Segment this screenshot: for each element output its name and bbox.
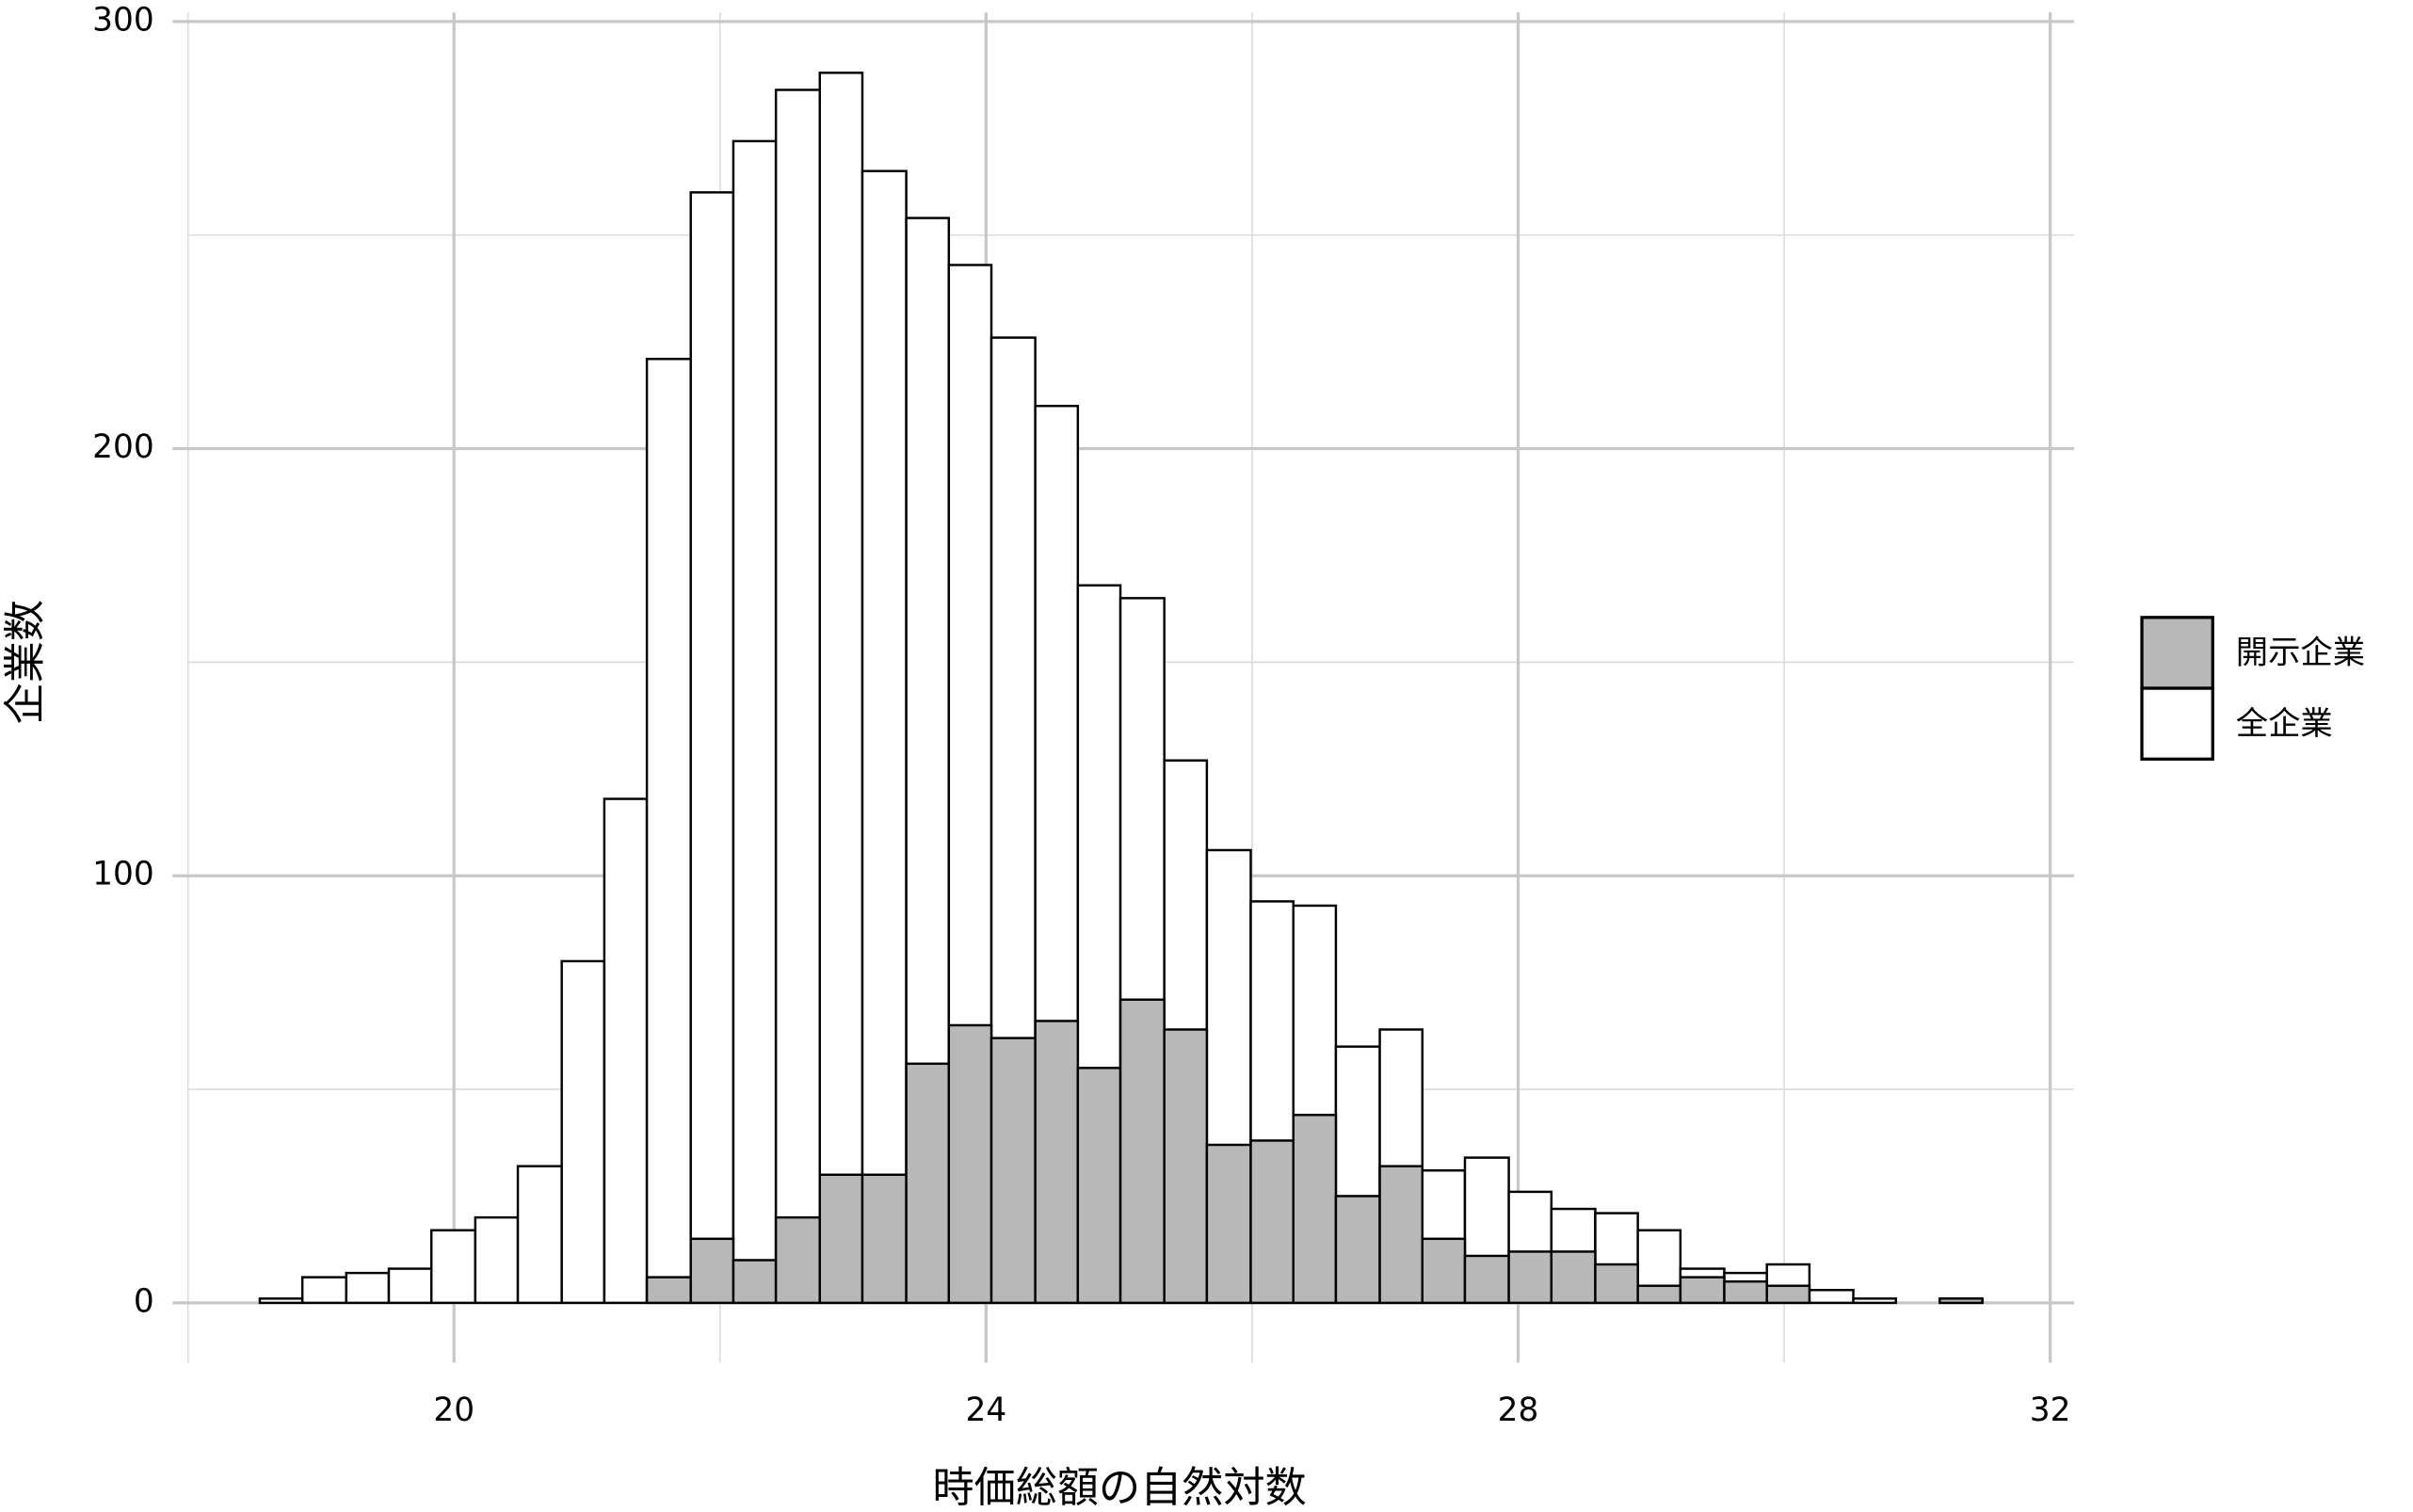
bar (1378, 1165, 1424, 1305)
bar (645, 358, 692, 1305)
bar (689, 191, 735, 1305)
bar (947, 1023, 993, 1305)
y-tick-label: 300 (92, 1, 154, 39)
bar (861, 1173, 908, 1305)
legend-swatch (2140, 686, 2214, 761)
bar (1938, 1297, 1984, 1305)
x-tick-label: 28 (1498, 1391, 1539, 1429)
bar (818, 1173, 864, 1305)
bar (1292, 1114, 1338, 1305)
bar (1034, 1020, 1080, 1305)
bar (1463, 1254, 1510, 1305)
bar (689, 1237, 735, 1305)
bar (1076, 1067, 1122, 1305)
bar (516, 1165, 563, 1305)
bar (1334, 1195, 1381, 1305)
bar (258, 1297, 304, 1305)
x-tick-label: 32 (2030, 1391, 2071, 1429)
bar (1636, 1284, 1682, 1305)
bar (732, 139, 778, 1305)
bar (818, 72, 864, 1305)
x-axis-title: 時価総額の自然対数 (932, 1464, 1306, 1512)
bar (989, 1037, 1037, 1305)
bar (645, 1276, 692, 1305)
legend-label: 開示企業 (2236, 635, 2365, 672)
legend-swatch (2140, 616, 2214, 690)
bar (300, 1276, 348, 1305)
bar (429, 1229, 477, 1305)
y-tick-label: 200 (92, 428, 154, 466)
bar (1594, 1263, 1639, 1305)
bar (1163, 1028, 1209, 1305)
bar (387, 1267, 433, 1305)
bar (1249, 1139, 1295, 1305)
y-tick-label: 0 (134, 1282, 154, 1320)
bar (1118, 998, 1166, 1305)
bar (1808, 1289, 1855, 1305)
legend-label: 全企業 (2236, 705, 2333, 743)
bar (474, 1215, 520, 1305)
x-tick-label: 24 (966, 1391, 1007, 1429)
bar (345, 1271, 391, 1305)
x-tick-label: 20 (433, 1391, 475, 1429)
bar (1723, 1279, 1768, 1305)
bar (1852, 1297, 1897, 1305)
bar (1205, 1143, 1252, 1305)
bar (774, 88, 821, 1305)
bar (1765, 1284, 1811, 1305)
bar (1679, 1276, 1726, 1305)
y-axis-title: 企業数 (2, 600, 50, 724)
y-tick-label: 100 (92, 856, 154, 893)
bar (732, 1259, 778, 1305)
bar (1550, 1250, 1597, 1305)
bar (560, 959, 606, 1305)
bar (905, 1062, 951, 1305)
bar (603, 797, 649, 1305)
bar (1421, 1237, 1467, 1305)
bar (1507, 1250, 1553, 1305)
bar (774, 1215, 821, 1305)
bar (861, 169, 908, 1305)
